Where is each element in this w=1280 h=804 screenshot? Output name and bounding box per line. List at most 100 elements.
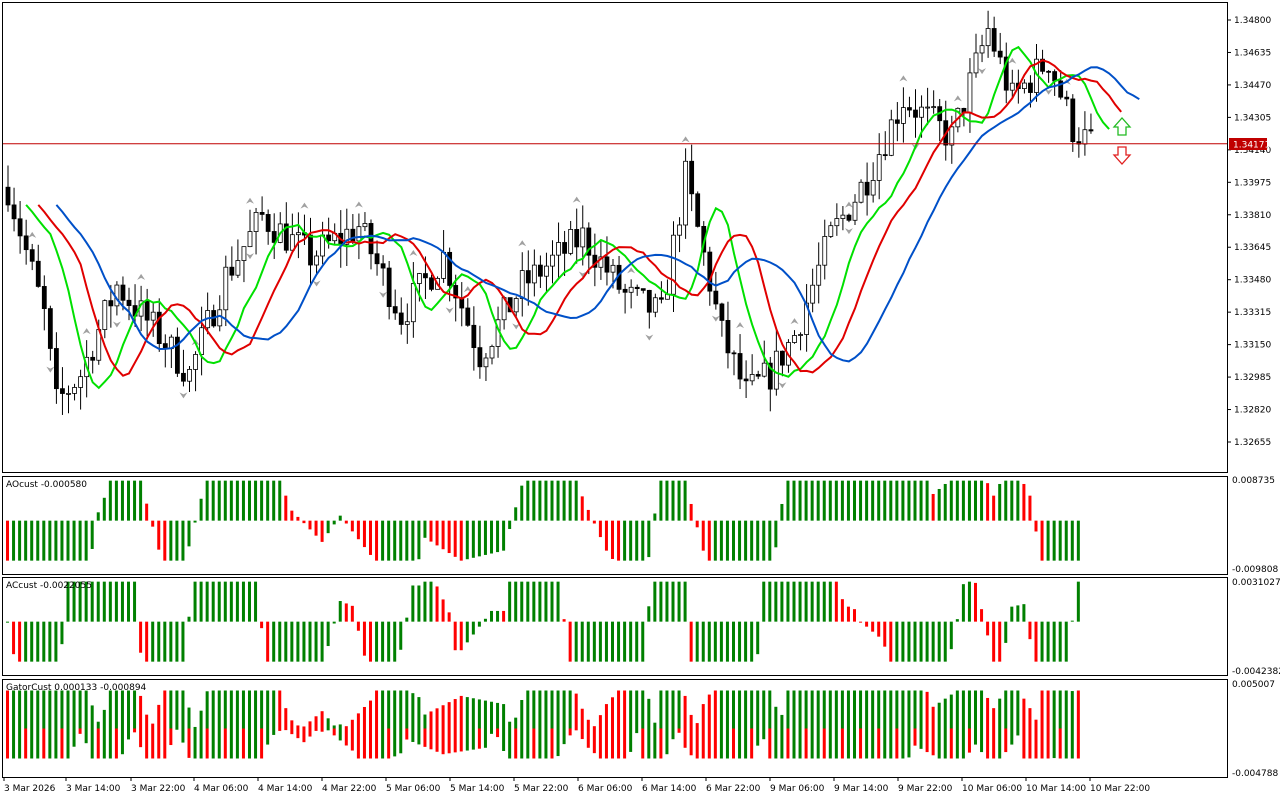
- ac-bar: [889, 621, 893, 662]
- ao-bar: [205, 480, 209, 521]
- ac-label: ACcust -0.0022055: [6, 581, 92, 591]
- gator-lower-bar: [961, 728, 965, 759]
- gator-upper-bar: [580, 708, 584, 729]
- candle-body: [90, 356, 96, 361]
- candle-body: [556, 242, 561, 256]
- ac-bar: [961, 584, 965, 622]
- candle-body: [882, 154, 888, 157]
- gator-upper-bar: [665, 690, 669, 729]
- gator-upper-bar: [241, 690, 245, 729]
- price-axis: 1.34800 1.34635 1.34470 1.34305 1.34140 1.339…: [1227, 16, 1271, 448]
- fractal-up-icon: [354, 201, 363, 208]
- gator-lower-bar: [169, 728, 173, 746]
- gator-upper-bar: [671, 690, 675, 729]
- ao-bar: [296, 516, 300, 521]
- gator-lower-bar: [441, 728, 445, 755]
- ac-bar: [786, 581, 790, 622]
- gator-lower-bar: [260, 728, 264, 759]
- gator-upper-bar: [296, 725, 300, 729]
- gator-upper-bar: [459, 695, 463, 729]
- gator-upper-bar: [502, 704, 506, 729]
- ao-bar: [12, 520, 16, 561]
- gator-lower-bar: [586, 728, 590, 748]
- ao-bar: [611, 520, 614, 559]
- ac-bar: [514, 581, 518, 622]
- fractal-up-icon: [463, 286, 472, 293]
- ao-bar: [562, 480, 566, 521]
- ac-bar: [459, 621, 463, 651]
- candle-body: [780, 350, 785, 366]
- ac-bar: [913, 621, 917, 662]
- gator-lower-bar: [871, 728, 875, 759]
- gator-lower-bar: [344, 728, 348, 746]
- ao-bar: [998, 483, 1002, 521]
- gator-upper-bar: [949, 694, 953, 729]
- ac-bar: [725, 621, 729, 662]
- ao-bar: [229, 480, 233, 521]
- gator-lower-bar: [780, 728, 784, 759]
- candle-body: [41, 286, 47, 309]
- ao-bar: [707, 520, 711, 561]
- gator-lower-bar: [556, 728, 560, 757]
- gator-upper-bar: [308, 721, 312, 729]
- gator-lower-bar: [986, 728, 990, 759]
- ao-bar: [840, 480, 844, 521]
- ac-bar: [653, 581, 657, 622]
- gator-lower-bar: [302, 728, 306, 743]
- gator-upper-bar: [562, 690, 566, 729]
- gator-panel[interactable]: [2, 679, 1228, 778]
- gator-upper-bar: [792, 690, 796, 729]
- ao-bar: [949, 480, 953, 521]
- ao-bar: [1058, 520, 1062, 561]
- ac-bar: [840, 599, 844, 622]
- gator-upper-bar: [750, 690, 754, 729]
- gator-lower-bar: [520, 728, 524, 759]
- candle-body: [5, 186, 11, 206]
- gator-upper-bar: [816, 690, 820, 729]
- candle-body: [47, 308, 53, 349]
- ac-panel[interactable]: [2, 577, 1228, 676]
- ac-bar: [635, 621, 639, 662]
- time-axis: 3 Mar 2026 3 Mar 14:00 3 Mar 22:00 4 Mar 06…: [3, 777, 1150, 794]
- gator-upper-bar: [272, 690, 276, 729]
- gator-upper-bar: [48, 690, 52, 729]
- ao-bar: [393, 520, 397, 561]
- gator-upper-bar: [798, 690, 802, 729]
- gator-upper-bar: [925, 691, 929, 729]
- fractal-down-icon: [645, 334, 654, 341]
- fractal-down-icon: [46, 366, 55, 373]
- ac-bar: [574, 621, 578, 662]
- gator-lower-bar: [465, 728, 469, 751]
- candle-body: [949, 126, 955, 146]
- candle-body: [66, 393, 71, 395]
- ao-bar: [762, 520, 766, 561]
- gator-lower-bar: [6, 728, 9, 759]
- main-chart-panel[interactable]: [2, 2, 1228, 473]
- gator-lower-bar: [133, 728, 137, 733]
- gator-lower-bar: [114, 728, 118, 759]
- candle-body: [798, 334, 803, 336]
- ao-bar: [84, 520, 88, 561]
- gator-lower-bar: [84, 728, 88, 744]
- fractal-down-icon: [512, 323, 521, 330]
- fractal-down-icon: [711, 315, 720, 322]
- gator-upper-bar: [986, 697, 990, 729]
- candle-body: [441, 251, 447, 279]
- fast-ma-line: [25, 45, 1110, 390]
- moving-averages-layer: [25, 45, 1140, 390]
- gator-lower-bar: [598, 728, 602, 759]
- candle-body: [598, 256, 604, 268]
- price-tick-label: 1.33315: [1234, 308, 1271, 318]
- gator-upper-bar: [477, 699, 481, 729]
- fractal-up-icon: [409, 250, 418, 257]
- price-tick-label: 1.32655: [1234, 438, 1271, 448]
- ac-bar: [671, 581, 675, 622]
- candle-body: [344, 228, 350, 245]
- gator-lower-bar: [508, 728, 512, 759]
- candle-body: [150, 311, 156, 321]
- ac-bar: [387, 621, 391, 662]
- gator-upper-bar: [496, 702, 500, 729]
- ao-panel[interactable]: [2, 476, 1228, 575]
